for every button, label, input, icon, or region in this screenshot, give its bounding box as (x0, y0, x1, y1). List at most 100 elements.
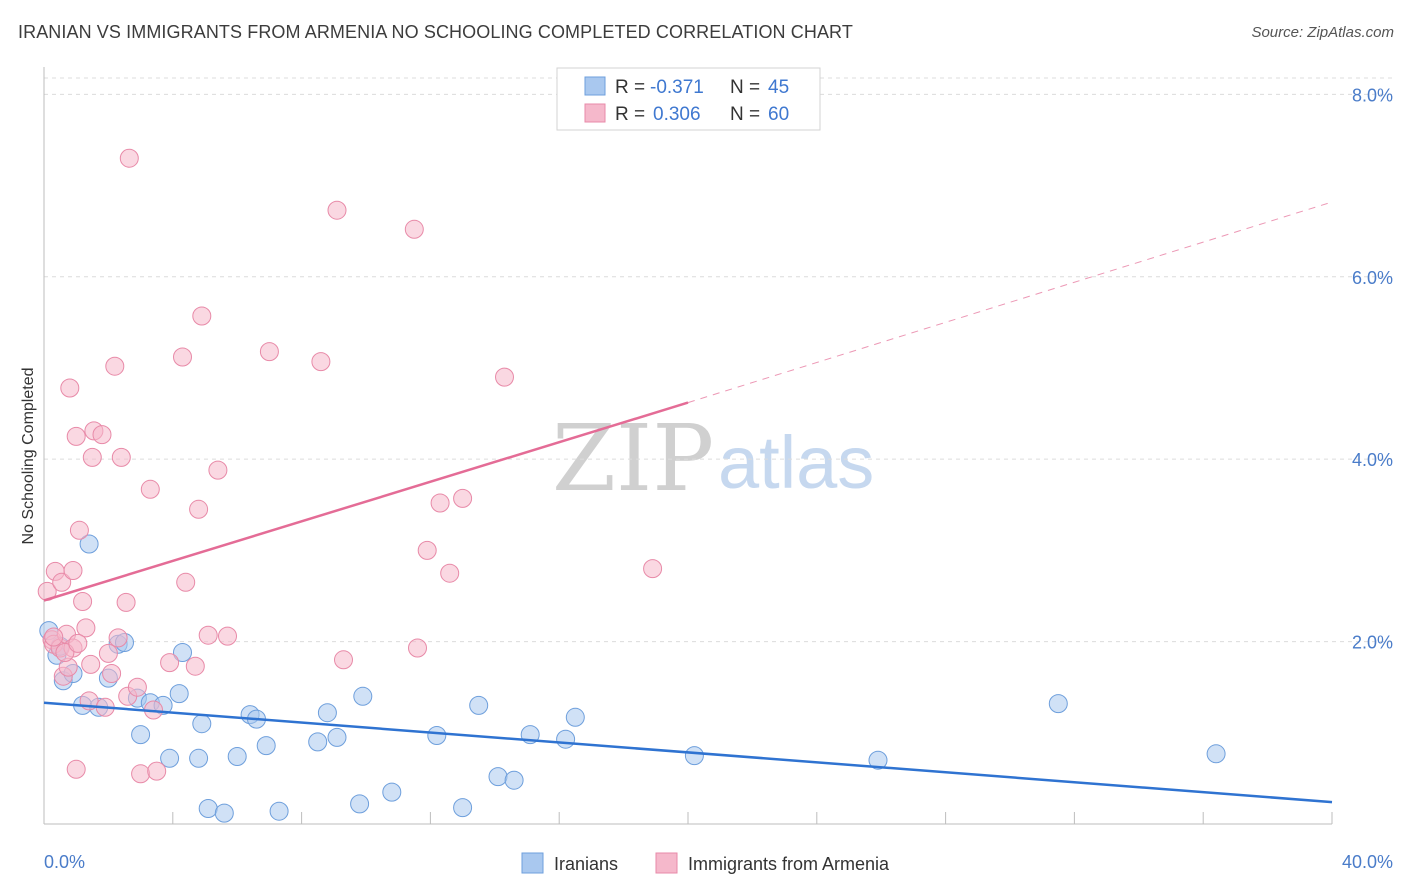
series-armenia-points (37, 148, 663, 784)
iranians-point-16 (173, 643, 192, 662)
iranians-point-19 (198, 799, 218, 818)
armenia-point-23 (98, 643, 118, 663)
armenia-point-14 (69, 520, 89, 540)
iranians-point-33 (453, 798, 473, 818)
armenia-point-13 (66, 426, 86, 446)
axes (43, 67, 1333, 825)
armenia-point-24 (102, 664, 122, 683)
armenia-point-28 (116, 592, 136, 612)
gridlines (44, 77, 1392, 643)
x-tick-label-1: 40.0% (1342, 852, 1393, 872)
trend-line-2 (687, 201, 1333, 404)
armenia-point-31 (127, 677, 147, 697)
iranians-point-42 (1048, 694, 1068, 714)
iranians-point-17 (189, 748, 209, 768)
legend-item-armenia-swatch (655, 852, 678, 874)
chart-title: IRANIAN VS IMMIGRANTS FROM ARMENIA NO SC… (18, 22, 853, 42)
armenia-point-12 (66, 759, 86, 779)
series-iranians-points (39, 534, 1226, 823)
legend-item-iranians-swatch (521, 852, 544, 874)
armenia-point-41 (192, 306, 212, 326)
armenia-point-53 (440, 563, 460, 583)
y-tick-label-1: 4.0% (1352, 450, 1393, 470)
armenia-point-15 (73, 592, 93, 611)
iranians-point-30 (353, 686, 373, 706)
iranians-point-36 (504, 770, 524, 790)
armenia-point-59 (68, 633, 88, 653)
armenia-point-58 (55, 643, 75, 662)
iranians-point-35 (488, 767, 508, 787)
iranians-point-25 (269, 801, 289, 821)
iranians-point-31 (382, 782, 402, 802)
iranians-point-14 (160, 748, 180, 768)
armenia-point-42 (198, 625, 218, 645)
legend-n-value-2: 60 (768, 104, 789, 125)
watermark-atlas: atlas (718, 421, 874, 504)
armenia-point-46 (311, 352, 331, 372)
x-tick-label-0: 0.0% (44, 852, 85, 872)
armenia-point-32 (131, 764, 151, 784)
armenia-point-21 (92, 425, 112, 445)
armenia-point-49 (404, 219, 424, 239)
y-tick-label-0: 2.0% (1352, 633, 1393, 653)
iranians-point-27 (317, 703, 337, 723)
iranians-point-18 (192, 714, 212, 734)
armenia-point-16 (76, 618, 96, 638)
armenia-point-39 (185, 656, 205, 676)
armenia-point-33 (140, 479, 160, 499)
legend-r-label-2: R = (615, 104, 645, 125)
armenia-point-45 (259, 342, 279, 362)
iranians-point-32 (427, 726, 447, 745)
iranians-point-26 (308, 732, 328, 752)
armenia-point-5 (52, 572, 72, 592)
legend-n-label-2: N = (730, 104, 760, 125)
armenia-point-57 (44, 627, 64, 647)
legend-item-iranians-label: Iranians (554, 854, 618, 874)
iranians-point-20 (214, 803, 234, 823)
legend-swatch-iranians (584, 76, 606, 96)
armenia-point-38 (176, 572, 196, 592)
legend-n-value-1: 45 (768, 77, 789, 98)
armenia-point-27 (111, 447, 131, 467)
legend-n-label-1: N = (730, 77, 760, 98)
legend-swatch-armenia (584, 103, 606, 123)
armenia-point-54 (453, 488, 473, 508)
iranians-point-29 (350, 794, 370, 814)
iranians-point-5 (79, 534, 99, 554)
armenia-point-19 (82, 447, 102, 467)
iranians-point-15 (169, 684, 189, 704)
iranians-point-38 (556, 729, 576, 749)
series-legend: Iranians Immigrants from Armenia (521, 852, 890, 874)
iranians-point-39 (565, 707, 585, 727)
iranians-point-28 (327, 727, 347, 747)
armenia-point-40 (189, 499, 209, 519)
y-axis-label: No Schooling Completed (20, 368, 37, 545)
iranians-point-11 (131, 725, 151, 745)
legend-r-value-1: -0.371 (650, 77, 704, 98)
legend-r-label-1: R = (615, 77, 645, 98)
armenia-point-26 (108, 628, 128, 648)
armenia-point-51 (417, 540, 437, 560)
y-tick-label-2: 6.0% (1352, 268, 1393, 288)
armenia-point-44 (218, 626, 237, 646)
trend-lines (43, 201, 1333, 804)
armenia-point-25 (105, 356, 125, 376)
armenia-point-36 (160, 653, 180, 673)
iranians-point-43 (1206, 744, 1226, 764)
correlation-legend: R = -0.371 N = 45 R = 0.306 N = 60 (556, 67, 821, 131)
armenia-point-37 (173, 347, 192, 367)
iranians-point-24 (256, 736, 276, 756)
armenia-point-43 (208, 460, 228, 480)
armenia-point-30 (119, 148, 139, 168)
legend-item-armenia-label: Immigrants from Armenia (688, 854, 890, 874)
y-tick-label-3: 8.0% (1352, 85, 1393, 105)
y-tick-labels: 2.0% 4.0% 6.0% 8.0% (1352, 85, 1393, 652)
armenia-point-47 (327, 200, 347, 220)
source-label: Source: ZipAtlas.com (1251, 24, 1394, 41)
iranians-point-40 (684, 746, 704, 766)
legend-r-value-2: 0.306 (653, 104, 701, 125)
armenia-point-18 (81, 654, 101, 674)
armenia-point-56 (643, 559, 663, 579)
trend-line-1 (43, 401, 689, 602)
